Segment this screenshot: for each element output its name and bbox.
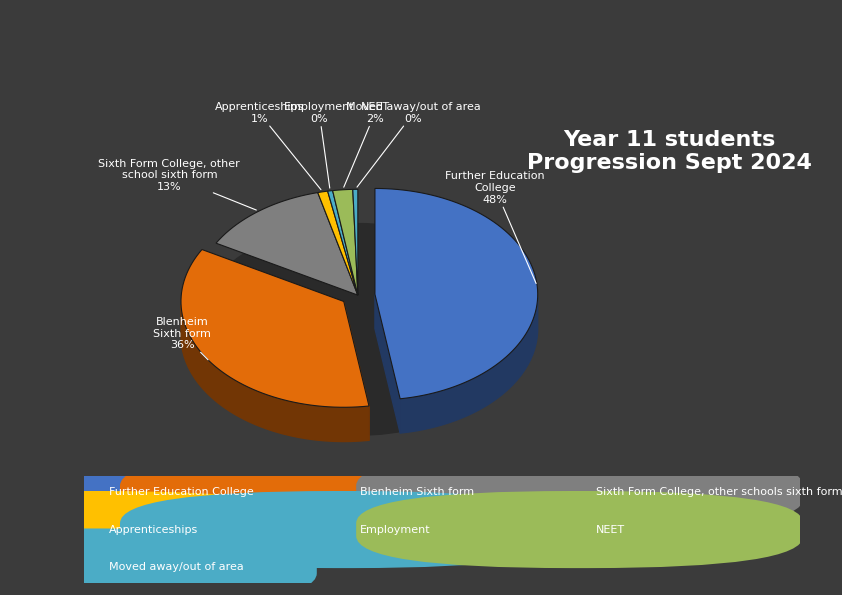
FancyBboxPatch shape (356, 453, 803, 531)
Text: Employment
0%: Employment 0% (284, 102, 354, 188)
Text: Blenheim
Sixth form
36%: Blenheim Sixth form 36% (153, 317, 211, 360)
Polygon shape (400, 298, 538, 433)
Text: NEET
2%: NEET 2% (344, 102, 390, 187)
FancyBboxPatch shape (0, 491, 317, 568)
Polygon shape (328, 190, 358, 295)
FancyBboxPatch shape (120, 491, 568, 568)
FancyBboxPatch shape (120, 453, 568, 531)
Text: Sixth Form College, other
school sixth form
13%: Sixth Form College, other school sixth f… (99, 159, 256, 210)
Polygon shape (216, 193, 358, 295)
Text: Employment: Employment (360, 525, 430, 534)
Text: Further Education College: Further Education College (109, 487, 254, 497)
FancyBboxPatch shape (0, 453, 317, 531)
Polygon shape (353, 189, 358, 295)
Text: NEET: NEET (596, 525, 625, 534)
Ellipse shape (195, 224, 520, 435)
FancyBboxPatch shape (356, 491, 803, 568)
Polygon shape (181, 305, 369, 441)
Text: Sixth Form College, other schools sixth form: Sixth Form College, other schools sixth … (596, 487, 842, 497)
Text: Apprenticeships: Apprenticeships (109, 525, 199, 534)
Polygon shape (344, 302, 369, 440)
Text: Moved away/out of area: Moved away/out of area (109, 562, 244, 572)
Polygon shape (375, 189, 538, 399)
Polygon shape (333, 189, 358, 295)
Text: Further Education
College
48%: Further Education College 48% (445, 171, 545, 283)
Polygon shape (181, 249, 369, 407)
Text: Moved away/out of area
0%: Moved away/out of area 0% (346, 102, 481, 187)
FancyBboxPatch shape (0, 528, 317, 595)
Polygon shape (317, 191, 358, 295)
Text: Apprenticeships
1%: Apprenticeships 1% (215, 102, 321, 190)
Text: Year 11 students
Progression Sept 2024: Year 11 students Progression Sept 2024 (527, 130, 812, 173)
Polygon shape (375, 295, 400, 433)
Text: Blenheim Sixth form: Blenheim Sixth form (360, 487, 474, 497)
